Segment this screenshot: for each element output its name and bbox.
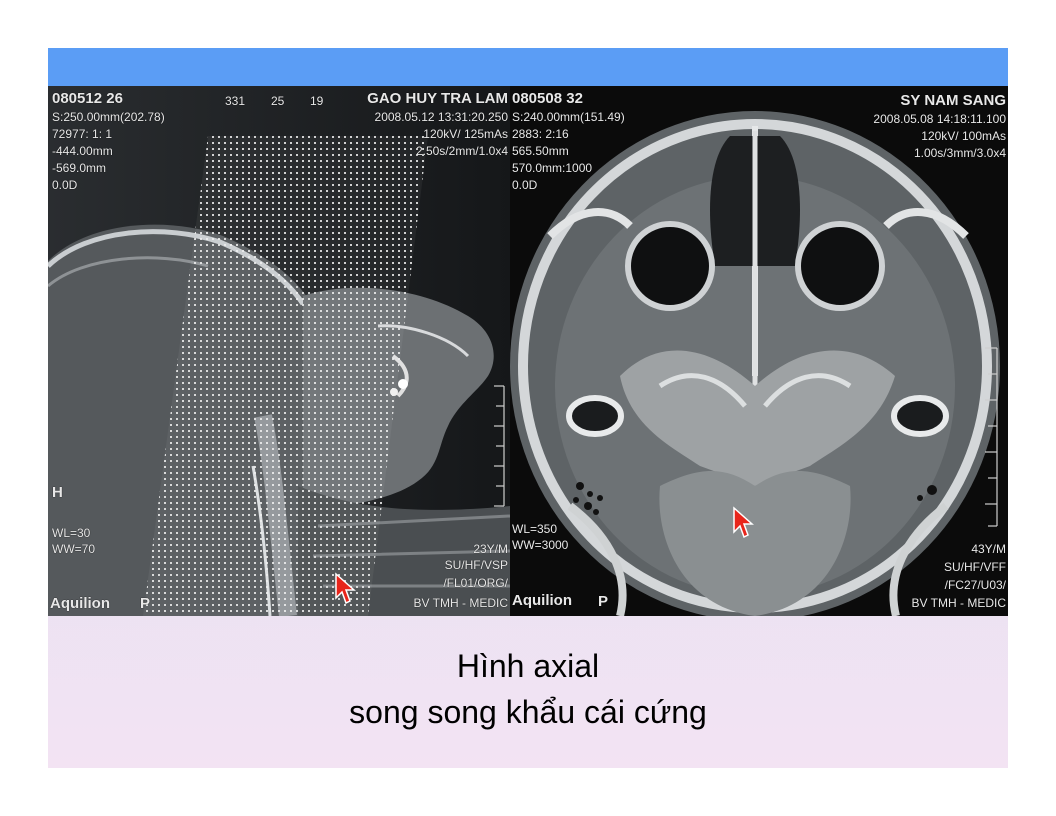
left-window-width: WW=70 [52, 542, 96, 556]
right-scan-datetime: 2008.05.08 14:18:11.100 [873, 112, 1006, 126]
right-scanner-name: Aquilion [512, 592, 572, 609]
right-study-id: 080508 32 [512, 90, 583, 107]
right-footer-line-1: 43Y/M [971, 542, 1006, 556]
right-window-width: WW=3000 [512, 538, 569, 552]
left-ruler-tick-3: 19 [310, 94, 324, 108]
right-posterior-label: P [598, 593, 609, 610]
right-footer-line-2: SU/HF/VFF [944, 560, 1006, 574]
slide-header-bar [48, 48, 1008, 86]
right-patient-name: SY NAM SANG [900, 92, 1006, 109]
right-footer-line-3: /FC27/U03/ [944, 578, 1006, 592]
sagittal-scout-graphic [48, 86, 510, 616]
caption-line-1: Hình axial [456, 648, 600, 684]
left-info-line-3: -444.00mm [52, 144, 113, 158]
right-scan-params: 1.00s/3mm/3.0x4 [913, 146, 1006, 160]
left-window-level: WL=30 [52, 526, 91, 540]
right-window-level: WL=350 [512, 522, 558, 536]
left-study-id: 080512 26 [52, 90, 123, 107]
right-scan-kv: 120kV/ 100mAs [921, 129, 1006, 143]
left-footer-line-4: BV TMH - MEDIC [413, 596, 508, 610]
left-scan-params: 2.50s/2mm/1.0x4 [415, 144, 508, 158]
right-info-line-5: 0.0D [512, 178, 538, 192]
mouse-cursor-icon [733, 506, 754, 539]
slide: 080512 26 331 25 19 GAO HUY TRA LAM S:25… [48, 48, 1008, 768]
right-info-line-3: 565.50mm [512, 144, 569, 158]
left-footer-line-2: SU/HF/VSP [444, 558, 508, 572]
left-orientation-label: H [52, 484, 63, 501]
left-info-line-5: 0.0D [52, 178, 78, 192]
left-ruler-tick-1: 331 [225, 94, 246, 108]
mouse-cursor-icon [335, 572, 356, 605]
axial-ct-image: 080508 32 SY NAM SANG S:240.00mm(151.49)… [510, 86, 1008, 616]
right-info-line-2: 2883: 2:16 [512, 127, 569, 141]
sagittal-scout-image: 080512 26 331 25 19 GAO HUY TRA LAM S:25… [48, 86, 510, 616]
axial-ct-graphic [510, 111, 1000, 616]
left-scan-kv: 120kV/ 125mAs [423, 127, 508, 141]
left-info-line-4: -569.0mm [52, 161, 107, 175]
right-footer-line-4: BV TMH - MEDIC [911, 596, 1006, 610]
left-posterior-label: P [140, 595, 151, 612]
right-info-line-1: S:240.00mm(151.49) [512, 110, 625, 124]
left-ruler-tick-2: 25 [271, 94, 285, 108]
left-patient-name: GAO HUY TRA LAM [367, 90, 508, 107]
left-footer-line-3: /FL01/ORG/ [443, 576, 508, 590]
left-scanner-name: Aquilion [50, 595, 110, 612]
left-info-line-2: 72977: 1: 1 [52, 127, 113, 141]
left-scan-datetime: 2008.05.12 13:31:20.250 [374, 110, 508, 124]
caption-line-2: song song khẩu cái cứng [349, 694, 707, 730]
left-info-line-1: S:250.00mm(202.78) [52, 110, 165, 124]
left-footer-line-1: 23Y/M [473, 542, 508, 556]
right-info-line-4: 570.0mm:1000 [512, 161, 593, 175]
